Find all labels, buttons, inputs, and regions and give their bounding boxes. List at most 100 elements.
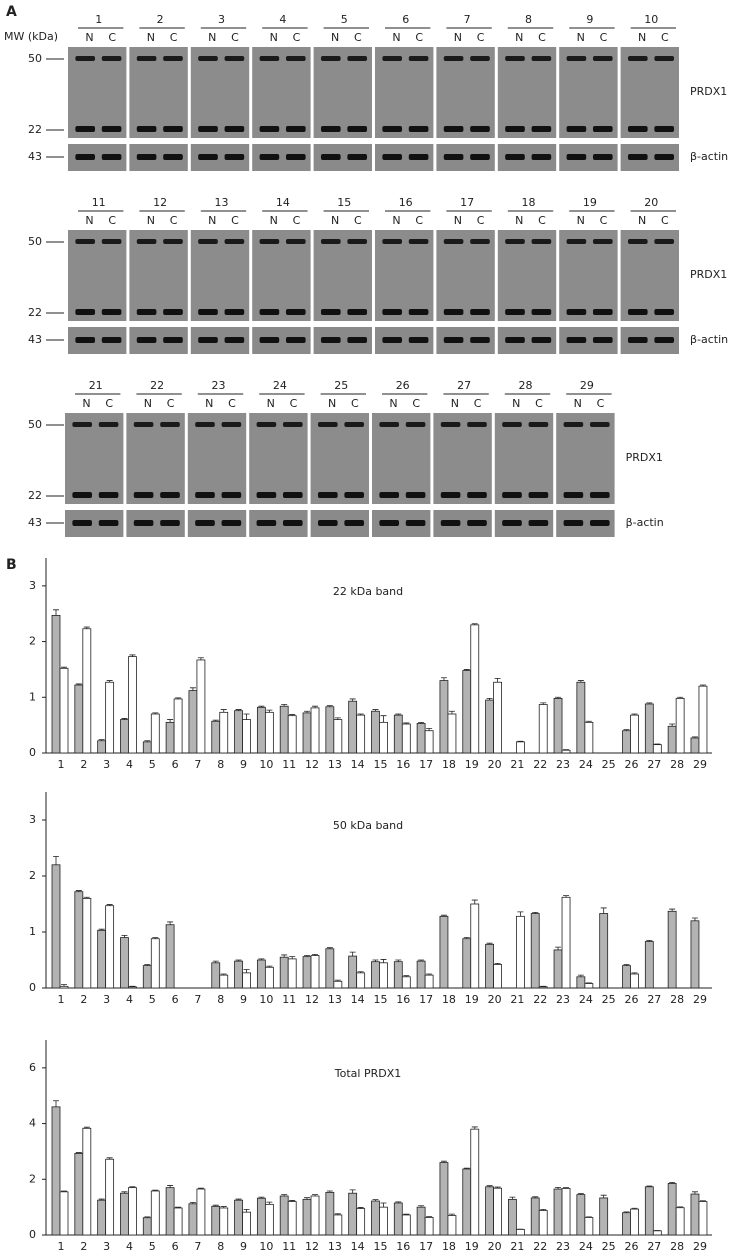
band [320,337,341,343]
blot [620,230,679,321]
blot [313,230,372,321]
bar [652,744,662,754]
band [563,520,584,526]
bar [644,1186,654,1236]
error-bar [631,1207,638,1210]
lane-number: 28 [519,379,533,392]
bar [333,980,343,989]
x-tick-label: 27 [647,758,661,771]
sample-label: C [170,31,178,44]
band [408,56,429,61]
sample-label: C [290,397,298,410]
bar [287,1201,297,1236]
band [259,126,280,132]
error-bar [121,934,128,938]
bar [51,614,61,754]
error-bar [326,947,333,949]
band [198,309,218,315]
error-bar [646,1185,653,1187]
bar [622,730,631,754]
bar [493,1187,502,1236]
error-bar [349,951,356,957]
x-tick-label: 2 [80,993,87,1006]
blot [129,47,188,138]
sample-label: C [415,31,423,44]
error-bar [471,1126,478,1130]
band [505,56,525,61]
band [627,337,648,343]
bar [698,1201,708,1236]
error-bar [326,1190,333,1193]
band [101,126,122,132]
band [382,126,403,132]
x-tick-label: 16 [396,758,410,771]
error-bar [258,958,265,960]
sample-label: N [515,31,523,44]
error-bar [152,1189,159,1191]
bar [165,721,175,754]
x-tick-label: 19 [465,758,479,771]
band [198,56,218,61]
sample-label: C [231,214,239,227]
error-bar [304,710,311,713]
bar [105,1158,115,1236]
error-bar [106,1157,113,1160]
error-bar [395,959,402,962]
blot [252,47,311,138]
x-tick-label: 21 [510,758,524,771]
error-bar [197,1187,204,1190]
error-bar [669,908,676,912]
band [221,520,242,526]
x-tick-label: 8 [217,993,224,1006]
band [405,492,426,498]
bar [470,624,480,754]
band [382,337,403,343]
x-tick-label: 1 [58,993,65,1006]
band [285,154,306,160]
blot [252,230,311,321]
error-bar [585,1216,592,1218]
x-tick-label: 14 [351,993,365,1006]
error-bar [83,896,90,899]
band [136,154,157,160]
error-bar [677,1206,684,1208]
x-tick-label: 26 [625,993,639,1006]
y-tick-label: 3 [29,813,36,826]
band [344,492,365,498]
band [198,154,218,160]
error-bar [266,965,273,968]
bar [507,1198,517,1236]
x-tick-label: 1 [58,758,65,771]
blot [372,413,431,504]
error-bar [677,696,684,699]
error-bar [83,626,90,629]
band [317,520,338,526]
lane-number: 5 [341,13,348,26]
band [440,520,461,526]
band [528,492,549,498]
error-bar [654,743,661,745]
bar [356,972,366,989]
blot [249,413,308,504]
bar [439,1162,449,1236]
band [470,126,490,132]
band [405,422,426,427]
band [256,520,277,526]
band [195,520,215,526]
band [379,492,400,498]
error-bar [334,979,341,982]
band [470,309,490,315]
bar [128,986,137,989]
band [592,337,613,343]
band [344,422,365,427]
x-tick-label: 24 [579,1240,593,1253]
band [282,422,303,427]
bar [142,1217,152,1236]
x-tick-label: 20 [488,758,502,771]
sample-label: N [208,31,216,44]
x-tick-label: 23 [556,1240,570,1253]
band [592,239,613,244]
x-tick-label: 11 [282,993,296,1006]
x-tick-label: 26 [625,1240,639,1253]
error-bar [235,709,242,711]
